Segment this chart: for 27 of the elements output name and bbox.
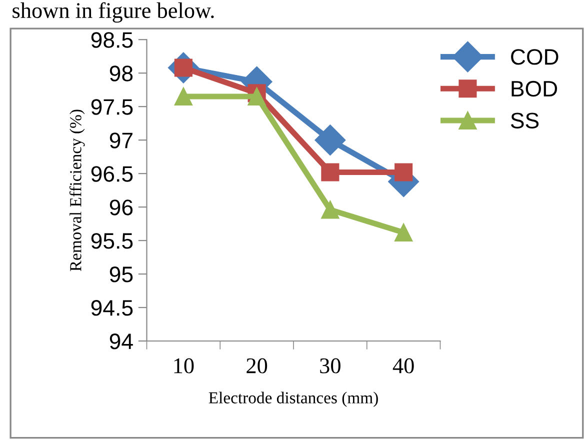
point: [394, 223, 413, 242]
x-tick-label: 30: [320, 358, 340, 374]
x-tick-label: 20: [246, 358, 268, 374]
y-tick-label: 96.5: [91, 166, 133, 182]
point: [321, 163, 340, 182]
y-tick-label: 96: [110, 200, 133, 216]
legend-label: BOD: [512, 80, 558, 97]
legend-label: SS: [510, 112, 539, 128]
y-tick-label: 97: [110, 132, 132, 148]
legend-label: COD: [511, 49, 558, 65]
y-tick-label: 97.5: [91, 99, 133, 115]
text: shown in figure below.: [12, 2, 214, 23]
point: [321, 200, 340, 219]
y-tick-label: 94.5: [91, 300, 133, 316]
y-axis-title: Removal Efficiency (%): [69, 110, 85, 272]
y-tick-label: 94: [110, 334, 133, 350]
y-tick-label: 98: [110, 66, 133, 82]
y-tick-label: 95.5: [91, 233, 133, 249]
point: [314, 124, 346, 156]
x-axis-title: Electrode distances (mm): [208, 392, 378, 407]
x-tick-label: 10: [174, 358, 194, 374]
y-tick-label: 98.5: [91, 32, 133, 48]
point: [394, 163, 413, 182]
x-tick-label: 40: [392, 358, 414, 374]
y-tick-label: 95: [110, 266, 133, 282]
point: [174, 88, 192, 106]
point: [248, 88, 266, 106]
